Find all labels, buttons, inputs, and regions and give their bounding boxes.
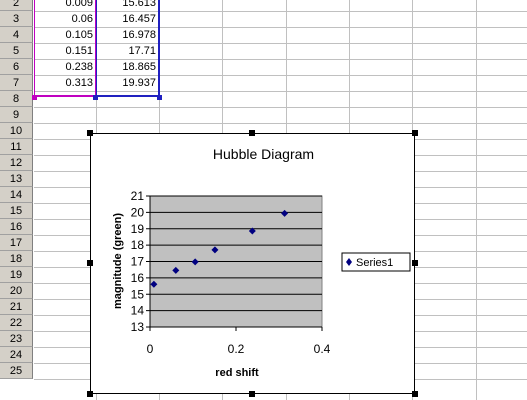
cell-redshift[interactable]: 0.313 xyxy=(65,77,93,89)
row-gridline xyxy=(34,11,527,12)
axes xyxy=(146,195,323,331)
legend-box xyxy=(341,252,411,272)
range-handle[interactable] xyxy=(32,95,37,100)
resize-handle[interactable] xyxy=(87,130,93,136)
cell-redshift[interactable]: 0.151 xyxy=(65,45,93,57)
range-highlight-y xyxy=(96,0,160,97)
y-tick-label: 19 xyxy=(131,222,145,236)
y-tick-label: 13 xyxy=(131,320,145,334)
row-header[interactable]: 16 xyxy=(0,219,33,235)
chart-title: Hubble Diagram xyxy=(212,146,315,162)
row-header[interactable]: 21 xyxy=(0,299,33,315)
data-point xyxy=(248,227,256,235)
cell-magnitude[interactable]: 19.937 xyxy=(122,77,156,89)
y-tick-label: 17 xyxy=(131,255,145,269)
row-header[interactable]: 11 xyxy=(0,139,33,155)
resize-handle[interactable] xyxy=(412,130,418,136)
cell-redshift[interactable]: 0.238 xyxy=(65,61,93,73)
cell-magnitude[interactable]: 15.613 xyxy=(122,0,156,9)
cell-redshift[interactable]: 0.009 xyxy=(65,0,93,9)
row-header[interactable]: 12 xyxy=(0,155,33,171)
row-header[interactable]: 6 xyxy=(0,59,33,75)
cell-magnitude[interactable]: 16.978 xyxy=(122,29,156,41)
row-gridline xyxy=(34,43,527,44)
resize-handle[interactable] xyxy=(87,260,93,266)
row-header[interactable]: 14 xyxy=(0,187,33,203)
row-header[interactable]: 15 xyxy=(0,203,33,219)
row-gridline xyxy=(34,75,527,76)
row-header[interactable]: 3 xyxy=(0,11,33,27)
cell-redshift[interactable]: 0.06 xyxy=(71,13,93,25)
cell-magnitude[interactable]: 18.865 xyxy=(122,61,156,73)
row-gridline xyxy=(34,107,527,108)
cell-magnitude[interactable]: 17.71 xyxy=(128,45,156,57)
row-header[interactable]: 23 xyxy=(0,331,33,347)
cell-redshift[interactable]: 0.105 xyxy=(65,29,93,41)
row-header[interactable]: 24 xyxy=(0,347,33,363)
resize-handle[interactable] xyxy=(412,391,418,397)
row-header[interactable]: 20 xyxy=(0,283,33,299)
data-series xyxy=(150,209,289,288)
data-point xyxy=(172,266,180,274)
y-tick-label: 20 xyxy=(131,205,145,219)
row-header[interactable]: 19 xyxy=(0,267,33,283)
resize-handle[interactable] xyxy=(412,260,418,266)
data-point xyxy=(191,258,199,266)
selection-border-left xyxy=(34,0,35,97)
tick-labels: 13 14 15 16 17 18 19 20 21 0 0.2 0.4 xyxy=(131,189,331,356)
row-header[interactable]: 22 xyxy=(0,315,33,331)
cell-magnitude[interactable]: 16.457 xyxy=(122,13,156,25)
row-header[interactable]: 9 xyxy=(0,107,33,123)
y-tick-label: 18 xyxy=(131,238,145,252)
data-point xyxy=(211,246,219,254)
row-header[interactable]: 25 xyxy=(0,363,33,379)
range-handle[interactable] xyxy=(157,95,162,100)
row-header[interactable]: 2 xyxy=(0,0,33,11)
resize-handle[interactable] xyxy=(87,391,93,397)
row-gridline xyxy=(34,27,527,28)
y-tick-label: 15 xyxy=(131,287,145,301)
row-header[interactable]: 13 xyxy=(0,171,33,187)
row-header[interactable]: 17 xyxy=(0,235,33,251)
legend-label: Series1 xyxy=(356,257,393,269)
range-handle[interactable] xyxy=(93,95,98,100)
x-tick-label: 0 xyxy=(147,342,154,356)
column-gridline xyxy=(476,0,477,400)
row-header[interactable]: 5 xyxy=(0,43,33,59)
y-tick-label: 14 xyxy=(131,304,145,318)
y-tick-label: 21 xyxy=(131,189,145,203)
row-gridline xyxy=(34,123,527,124)
row-gridline xyxy=(34,59,527,60)
data-point xyxy=(281,209,289,217)
y-tick-label: 16 xyxy=(131,271,145,285)
x-axis-label: red shift xyxy=(215,367,259,379)
resize-handle[interactable] xyxy=(249,391,255,397)
resize-handle[interactable] xyxy=(249,130,255,136)
legend: Series1 xyxy=(341,252,411,272)
row-header[interactable]: 4 xyxy=(0,27,33,43)
row-header[interactable]: 7 xyxy=(0,75,33,91)
y-axis-label: magnitude (green) xyxy=(112,213,124,309)
row-gridline xyxy=(34,91,527,92)
row-header[interactable]: 10 xyxy=(0,123,33,139)
legend-marker xyxy=(346,258,352,266)
x-tick-label: 0.2 xyxy=(228,342,245,356)
row-header[interactable]: 18 xyxy=(0,251,33,267)
data-point xyxy=(150,280,158,288)
x-tick-label: 0.4 xyxy=(314,342,331,356)
